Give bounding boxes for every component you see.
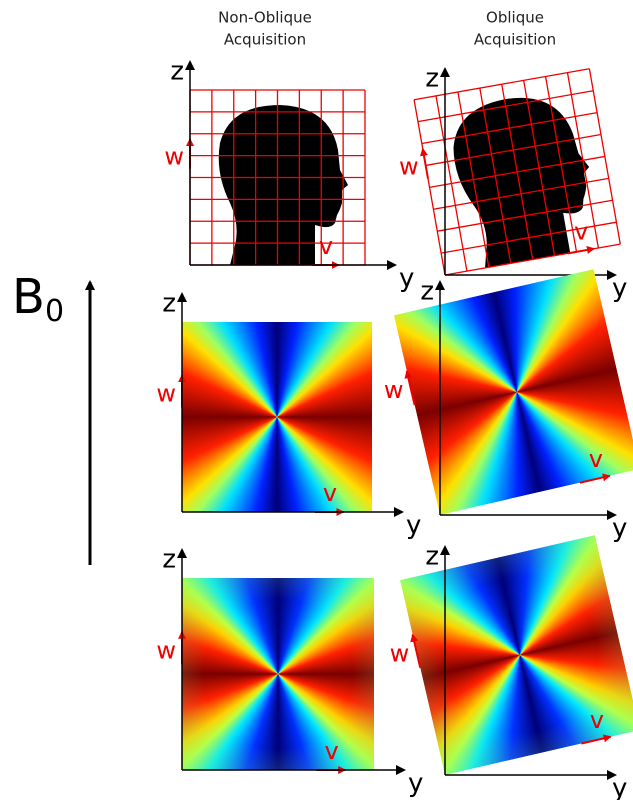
- y-label: y: [612, 274, 627, 304]
- panel: [190, 90, 365, 265]
- y-label: y: [408, 769, 423, 799]
- v-label: v: [323, 479, 337, 507]
- panel: [182, 322, 372, 512]
- field-label: B0: [12, 269, 64, 329]
- v-label: v: [574, 217, 588, 245]
- column-header: Non-Oblique: [218, 9, 312, 27]
- field-gradient: [182, 322, 372, 512]
- column-header: Acquisition: [474, 31, 556, 49]
- field-symbol: B: [12, 269, 45, 325]
- field-map: [182, 578, 374, 770]
- field-subscript: 0: [45, 294, 64, 329]
- figure: Non-Oblique Acquisition Oblique Acquisit…: [0, 0, 633, 800]
- field-gradient: [182, 578, 374, 770]
- w-label: w: [390, 639, 410, 667]
- w-label: w: [399, 152, 419, 180]
- v-label: v: [324, 737, 338, 765]
- column-header: Oblique: [486, 9, 544, 27]
- w-label: w: [156, 636, 176, 664]
- panel: [182, 578, 374, 770]
- z-label: z: [162, 289, 176, 319]
- grid-line: [589, 69, 620, 244]
- v-label: v: [589, 445, 603, 473]
- w-label: w: [164, 143, 184, 171]
- w-axis-arrow: [423, 149, 428, 179]
- y-label: y: [612, 514, 627, 544]
- w-label: w: [384, 376, 404, 404]
- v-label: v: [319, 232, 333, 260]
- v-label: v: [590, 706, 604, 734]
- z-label: z: [420, 277, 434, 307]
- w-label: w: [156, 380, 176, 408]
- column-header: Acquisition: [224, 31, 306, 49]
- y-label: y: [399, 264, 414, 294]
- z-label: z: [170, 57, 184, 87]
- v-axis-arrow: [568, 249, 594, 254]
- z-label: z: [425, 542, 439, 572]
- y-label: y: [612, 774, 627, 800]
- grid-line: [414, 69, 589, 100]
- z-label: z: [425, 64, 439, 94]
- field-map: [182, 322, 372, 512]
- y-label: y: [406, 511, 421, 541]
- z-label: z: [162, 545, 176, 575]
